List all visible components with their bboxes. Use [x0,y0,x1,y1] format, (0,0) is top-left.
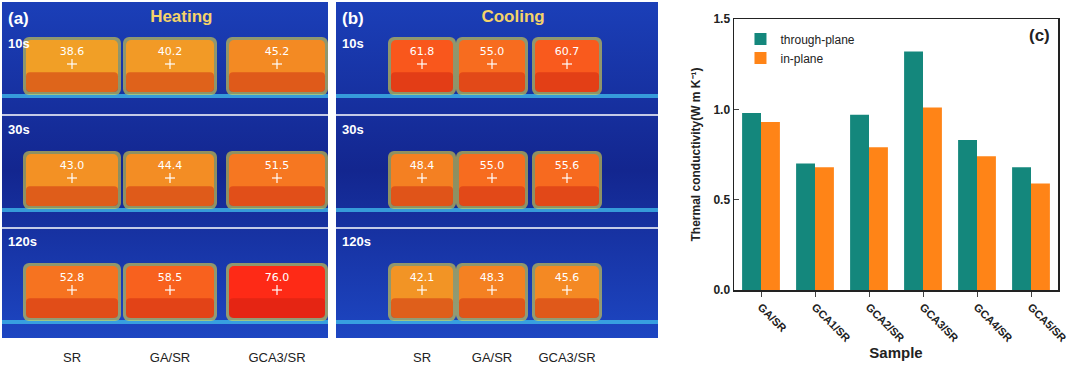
svg-text:SR: SR [63,350,81,365]
svg-text:GCA1/SR: GCA1/SR [810,301,853,344]
svg-text:120s: 120s [8,234,37,249]
svg-text:58.5: 58.5 [158,271,183,284]
svg-text:(a): (a) [8,9,29,28]
svg-text:60.7: 60.7 [555,45,580,58]
svg-text:55.6: 55.6 [555,159,580,172]
svg-text:30s: 30s [342,122,364,137]
svg-text:44.4: 44.4 [158,159,183,172]
svg-text:38.6: 38.6 [60,45,85,58]
svg-text:GCA5/SR: GCA5/SR [1026,301,1069,344]
svg-text:40.2: 40.2 [158,45,183,58]
svg-text:55.0: 55.0 [480,159,505,172]
svg-text:in-plane: in-plane [780,52,823,66]
svg-text:51.5: 51.5 [265,159,290,172]
svg-text:10s: 10s [8,36,30,51]
svg-text:(b): (b) [342,9,364,28]
svg-text:55.0: 55.0 [480,45,505,58]
svg-text:48.3: 48.3 [480,271,505,284]
svg-text:GCA3/SR: GCA3/SR [248,350,305,365]
svg-text:45.6: 45.6 [555,271,580,284]
svg-text:Heating: Heating [150,7,212,26]
svg-text:48.4: 48.4 [410,159,435,172]
svg-text:61.8: 61.8 [410,45,435,58]
svg-text:GA/SR: GA/SR [472,350,512,365]
svg-text:52.8: 52.8 [60,271,85,284]
svg-text:Thermal conductivity(W m K⁻¹): Thermal conductivity(W m K⁻¹) [689,67,703,241]
svg-text:1.0: 1.0 [713,103,730,117]
svg-text:120s: 120s [342,234,371,249]
svg-text:0.0: 0.0 [713,283,730,297]
svg-text:GA/SR: GA/SR [756,301,789,334]
svg-text:GCA3/SR: GCA3/SR [538,350,595,365]
svg-text:45.2: 45.2 [265,45,290,58]
svg-text:through-plane: through-plane [780,33,854,47]
svg-text:Sample: Sample [869,344,922,361]
svg-text:Cooling: Cooling [481,7,544,26]
svg-text:42.1: 42.1 [410,271,435,284]
svg-text:GCA4/SR: GCA4/SR [972,301,1015,344]
svg-text:SR: SR [413,350,431,365]
svg-text:0.5: 0.5 [713,193,730,207]
svg-text:1.5: 1.5 [713,12,730,26]
svg-text:10s: 10s [342,36,364,51]
svg-text:GCA3/SR: GCA3/SR [918,301,961,344]
svg-text:GA/SR: GA/SR [150,350,190,365]
svg-text:76.0: 76.0 [265,271,290,284]
svg-text:30s: 30s [8,122,30,137]
svg-text:(c): (c) [1029,26,1050,45]
svg-text:GCA2/SR: GCA2/SR [864,301,907,344]
svg-text:43.0: 43.0 [60,159,85,172]
